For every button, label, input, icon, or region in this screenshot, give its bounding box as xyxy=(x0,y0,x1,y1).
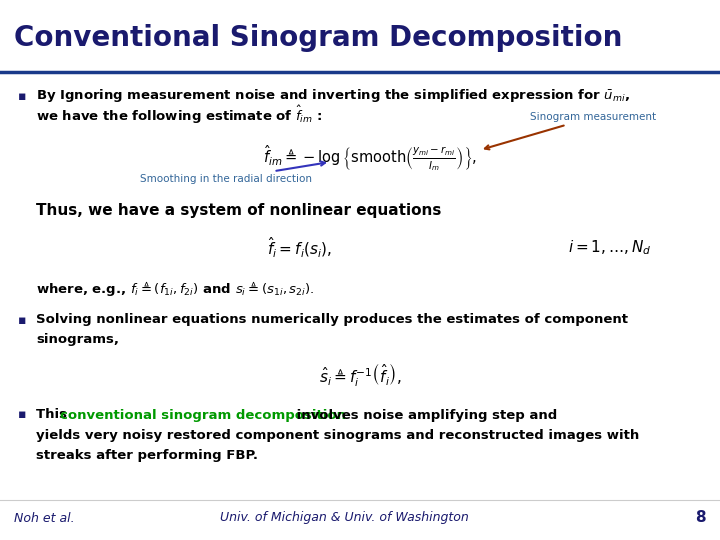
Text: involves noise amplifying step and: involves noise amplifying step and xyxy=(292,408,557,422)
Text: By Ignoring measurement noise and inverting the simplified expression for $\bar{: By Ignoring measurement noise and invert… xyxy=(36,87,630,105)
Text: ▪: ▪ xyxy=(18,90,27,103)
Text: Conventional Sinogram Decomposition: Conventional Sinogram Decomposition xyxy=(14,24,622,52)
Text: $\hat{s}_i \triangleq f_i^{-1}\left(\hat{f}_i\right),$: $\hat{s}_i \triangleq f_i^{-1}\left(\hat… xyxy=(319,361,401,389)
Text: 8: 8 xyxy=(696,510,706,525)
Text: where, e.g., $f_i \triangleq (f_{1i}, f_{2i})$ and $s_i \triangleq (s_{1i}, s_{2: where, e.g., $f_i \triangleq (f_{1i}, f_… xyxy=(36,279,315,298)
Text: Solving nonlinear equations numerically produces the estimates of component: Solving nonlinear equations numerically … xyxy=(36,314,628,327)
Text: yields very noisy restored component sinograms and reconstructed images with: yields very noisy restored component sin… xyxy=(36,429,639,442)
Text: conventional sinogram decomposition: conventional sinogram decomposition xyxy=(60,408,346,422)
Text: $\hat{f}_{im} \triangleq -\log\left\{\mathrm{smooth}\left(\frac{y_{mi} - r_{mi}}: $\hat{f}_{im} \triangleq -\log\left\{\ma… xyxy=(263,143,477,173)
Text: ▪: ▪ xyxy=(18,408,27,422)
Text: Sinogram measurement: Sinogram measurement xyxy=(485,112,656,150)
Text: streaks after performing FBP.: streaks after performing FBP. xyxy=(36,449,258,462)
Text: we have the following estimate of $\hat{f}_{im}$ :: we have the following estimate of $\hat{… xyxy=(36,104,323,126)
Text: Smoothing in the radial direction: Smoothing in the radial direction xyxy=(140,161,325,184)
Text: ▪: ▪ xyxy=(18,314,27,327)
Text: This: This xyxy=(36,408,71,422)
Text: Thus, we have a system of nonlinear equations: Thus, we have a system of nonlinear equa… xyxy=(36,202,441,218)
Text: sinograms,: sinograms, xyxy=(36,334,119,347)
Text: $i = 1, \ldots, N_d$: $i = 1, \ldots, N_d$ xyxy=(568,239,652,258)
Text: $\hat{f}_i = f_i\left(s_i\right),$: $\hat{f}_i = f_i\left(s_i\right),$ xyxy=(267,236,333,260)
Text: Univ. of Michigan & Univ. of Washington: Univ. of Michigan & Univ. of Washington xyxy=(220,511,469,524)
Text: Noh et al.: Noh et al. xyxy=(14,511,75,524)
